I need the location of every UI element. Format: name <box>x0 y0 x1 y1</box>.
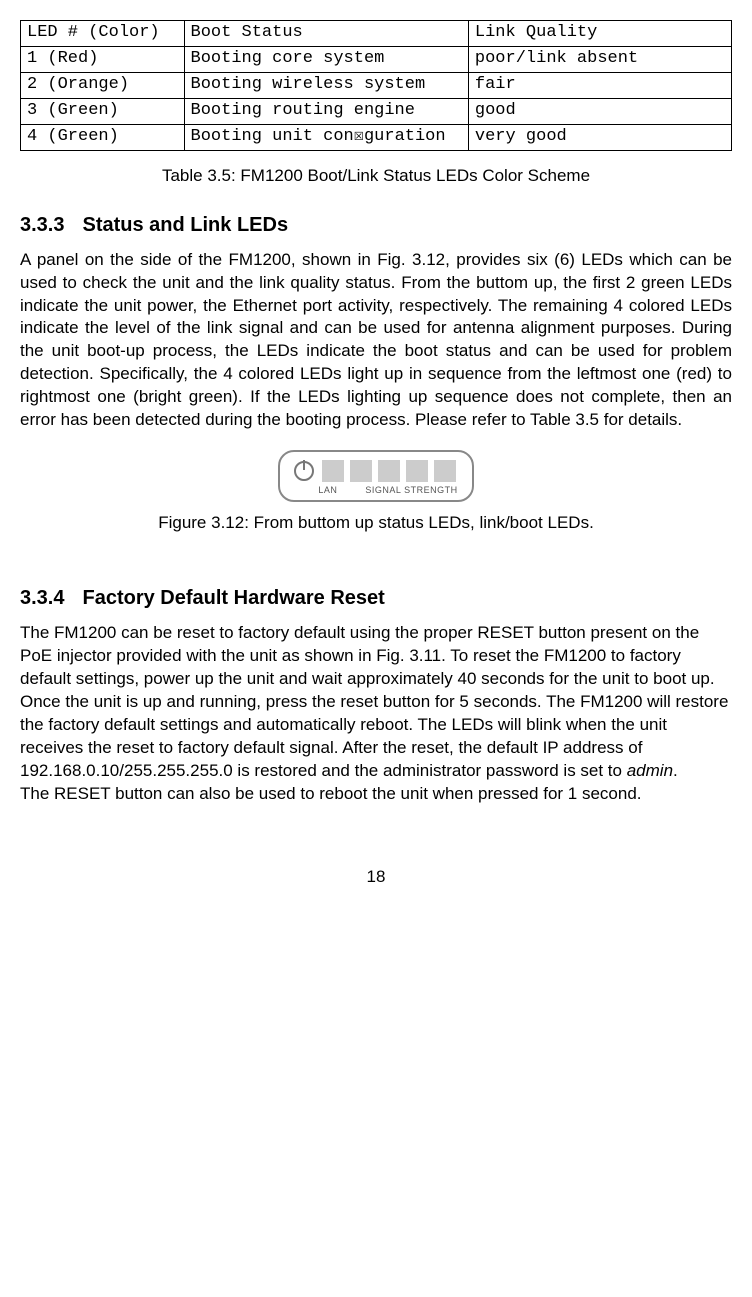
table-row: 1 (Red) Booting core system poor/link ab… <box>21 46 732 72</box>
led-indicator <box>434 460 456 482</box>
table-row: 3 (Green) Booting routing engine good <box>21 98 732 124</box>
table-header-cell: LED # (Color) <box>21 21 185 47</box>
section-number: 3.3.3 <box>20 214 64 236</box>
panel-label-signal: SIGNAL STRENGTH <box>365 484 457 496</box>
led-panel-figure: LAN SIGNAL STRENGTH <box>20 450 732 502</box>
led-indicator <box>322 460 344 482</box>
section-paragraph: The FM1200 can be reset to factory defau… <box>20 622 732 783</box>
paragraph-text: . <box>673 761 678 780</box>
table-cell: fair <box>468 72 731 98</box>
table-cell: Booting wireless system <box>184 72 468 98</box>
table-cell: Booting routing engine <box>184 98 468 124</box>
table-row: 4 (Green) Booting unit con☒guration very… <box>21 124 732 150</box>
table-cell: very good <box>468 124 731 150</box>
table-cell: 2 (Orange) <box>21 72 185 98</box>
section-number: 3.3.4 <box>20 587 64 609</box>
section-paragraph: The RESET button can also be used to reb… <box>20 783 732 806</box>
table-cell: 1 (Red) <box>21 46 185 72</box>
table-cell: good <box>468 98 731 124</box>
figure-caption: Figure 3.12: From buttom up status LEDs,… <box>20 512 732 535</box>
paragraph-em: admin <box>627 761 673 780</box>
section-title: Status and Link LEDs <box>82 214 288 236</box>
table-cell: 4 (Green) <box>21 124 185 150</box>
power-icon <box>294 461 314 481</box>
paragraph-text: The FM1200 can be reset to factory defau… <box>20 623 728 780</box>
table-header-row: LED # (Color) Boot Status Link Quality <box>21 21 732 47</box>
section-heading-factory-reset: 3.3.4 Factory Default Hardware Reset <box>20 585 732 612</box>
table-header-cell: Boot Status <box>184 21 468 47</box>
led-indicator <box>378 460 400 482</box>
panel-label-lan: LAN <box>318 484 337 496</box>
led-indicator <box>406 460 428 482</box>
table-row: 2 (Orange) Booting wireless system fair <box>21 72 732 98</box>
led-status-table: LED # (Color) Boot Status Link Quality 1… <box>20 20 732 151</box>
page-number: 18 <box>20 866 732 889</box>
table-cell: Booting unit con☒guration <box>184 124 468 150</box>
led-panel: LAN SIGNAL STRENGTH <box>278 450 473 502</box>
table-cell: poor/link absent <box>468 46 731 72</box>
led-indicator <box>350 460 372 482</box>
table-cell: Booting core system <box>184 46 468 72</box>
section-heading-status-link-leds: 3.3.3 Status and Link LEDs <box>20 212 732 239</box>
table-cell: 3 (Green) <box>21 98 185 124</box>
table-caption: Table 3.5: FM1200 Boot/Link Status LEDs … <box>20 165 732 188</box>
section-paragraph: A panel on the side of the FM1200, shown… <box>20 249 732 433</box>
table-header-cell: Link Quality <box>468 21 731 47</box>
section-title: Factory Default Hardware Reset <box>82 587 384 609</box>
